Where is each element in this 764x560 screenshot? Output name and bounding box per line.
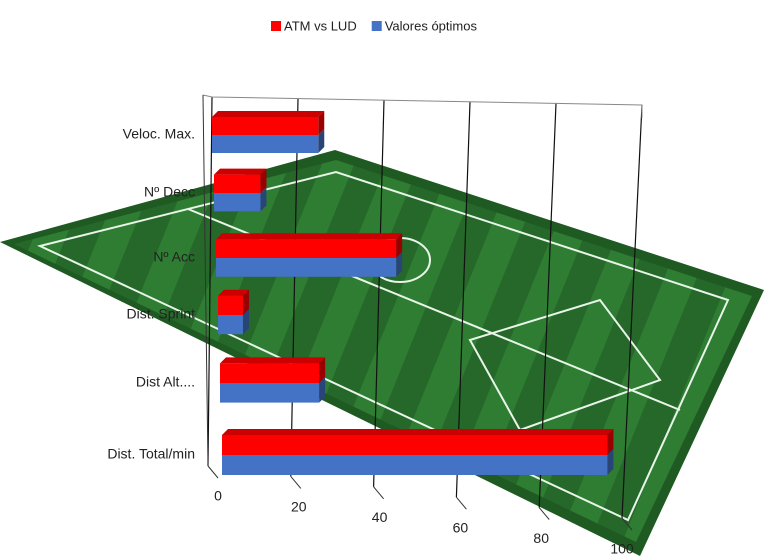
- legend-swatch: [271, 21, 281, 31]
- bar: [220, 377, 326, 403]
- bar-front: [218, 295, 243, 315]
- bar-side: [260, 168, 267, 193]
- bar-side: [242, 309, 249, 335]
- bar-front: [216, 239, 397, 258]
- bar: [218, 289, 249, 315]
- x-tick-label: 40: [372, 509, 388, 525]
- floor-line: [538, 507, 550, 520]
- category-label: Veloc. Max.: [123, 126, 195, 142]
- bar-top: [218, 289, 249, 296]
- floor-line: [207, 465, 219, 479]
- bar-side: [319, 377, 326, 403]
- bar-top: [222, 429, 614, 435]
- x-tick-label: 80: [533, 530, 549, 546]
- bar-front: [214, 174, 261, 193]
- x-tick-label: 20: [291, 498, 307, 514]
- bar-front: [220, 383, 320, 403]
- bar-front: [222, 455, 608, 475]
- bar: [214, 168, 267, 193]
- bar-front: [222, 435, 608, 455]
- legend-label: Valores óptimos: [385, 18, 478, 33]
- bar-top: [220, 357, 326, 364]
- bar: [222, 429, 614, 455]
- bar: [214, 187, 267, 212]
- bar-top: [212, 111, 325, 117]
- legend-swatch: [371, 21, 382, 31]
- grid-line: [373, 100, 385, 487]
- labels: 0 20 40 60 80 100 Veloc. Max. Nº Decc Nº Acc Dist…: [107, 126, 634, 557]
- floor-line: [373, 486, 384, 500]
- bar-side: [260, 187, 267, 212]
- x-tick-label: 60: [453, 520, 469, 536]
- category-label: Nº Decc: [144, 184, 195, 200]
- floor-line: [456, 496, 467, 510]
- bar-side: [607, 449, 614, 475]
- x-tick-label: 100: [610, 541, 634, 557]
- grid-line: [290, 98, 299, 477]
- back-wall: [202, 94, 643, 118]
- bar-front: [216, 258, 397, 277]
- bar-top: [216, 233, 403, 240]
- bar-side: [242, 289, 249, 315]
- bar-side: [607, 429, 614, 455]
- bar-side: [319, 357, 326, 383]
- legend: ATM vs LUD Valores óptimos: [271, 18, 477, 33]
- bars: [212, 111, 614, 475]
- bar: [222, 449, 614, 475]
- category-label: Dist. Sprint: [127, 306, 196, 322]
- axis-line: [202, 94, 209, 467]
- bar: [212, 129, 325, 153]
- bar-side: [396, 252, 403, 277]
- bar-front: [220, 363, 320, 383]
- legend-label: ATM vs LUD: [284, 18, 357, 33]
- floor-line: [621, 517, 633, 531]
- bar-side: [318, 129, 325, 153]
- bar-side: [396, 233, 403, 258]
- bar: [216, 252, 403, 277]
- field-background: [0, 150, 764, 556]
- bar-side: [318, 111, 325, 135]
- bar-front: [218, 315, 243, 335]
- grid-line: [621, 104, 643, 519]
- bar: [218, 309, 249, 335]
- bar: [212, 111, 325, 135]
- category-label: Dist Alt....: [136, 374, 195, 390]
- x-tick-label: 0: [214, 488, 222, 504]
- floor-line: [290, 476, 302, 489]
- bar-top: [214, 168, 267, 175]
- bar-front: [214, 193, 261, 212]
- bar-front: [212, 117, 319, 135]
- bar: [216, 233, 403, 258]
- bar-front: [212, 135, 319, 153]
- category-label: Nº Acc: [153, 249, 195, 265]
- bar: [220, 357, 326, 383]
- grid-line: [207, 96, 213, 467]
- category-label: Dist. Total/min: [107, 446, 195, 462]
